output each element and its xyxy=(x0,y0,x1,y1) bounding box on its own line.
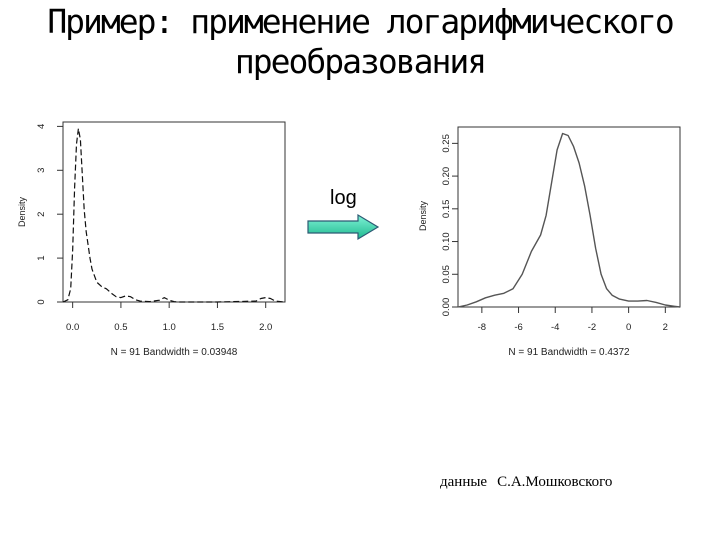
right-y-tick-label: 0.20 xyxy=(441,167,452,186)
left-x-tick-label: 0.5 xyxy=(114,322,127,333)
right-density-line xyxy=(457,132,681,308)
right-y-tick-label: 0.00 xyxy=(441,298,452,317)
left-x-tick-label: 1.5 xyxy=(211,322,224,333)
left-x-tick-label: 2.0 xyxy=(259,322,272,333)
left-y-axis-label: Density xyxy=(17,196,27,227)
left-density-line xyxy=(62,128,286,303)
left-y-ticks: 0 1 2 3 4 xyxy=(36,124,63,305)
left-chart-note: N = 91 Bandwidth = 0.03948 xyxy=(111,347,238,358)
right-chart-note: N = 91 Bandwidth = 0.4372 xyxy=(508,347,630,358)
arrow-label: log xyxy=(330,187,357,209)
left-x-tick-label: 1.0 xyxy=(163,322,176,333)
data-credit: данные С.А.Мошковского xyxy=(440,474,622,491)
left-density-chart: Density N = 91 Bandwidth = 0.03948 0.0 0.… xyxy=(17,121,286,358)
right-y-tick-label: 0.25 xyxy=(441,134,452,153)
right-y-ticks: 0.00 0.05 0.10 0.15 0.20 0.25 xyxy=(441,134,458,316)
right-x-tick-label: -4 xyxy=(551,322,559,333)
left-series xyxy=(62,128,286,303)
right-y-tick-label: 0.05 xyxy=(441,265,452,284)
right-y-tick-label: 0.15 xyxy=(441,200,452,219)
right-x-tick-label: -8 xyxy=(478,322,486,333)
slide-title-line1: Пример: применение логарифмического xyxy=(47,2,674,41)
left-x-ticks: 0.0 0.5 1.0 1.5 2.0 xyxy=(66,302,272,333)
right-x-tick-label: -2 xyxy=(588,322,596,333)
right-series xyxy=(457,132,681,308)
left-y-tick-label: 4 xyxy=(36,124,47,129)
left-x-tick-label: 0.0 xyxy=(66,322,79,333)
left-y-tick-label: 1 xyxy=(36,255,47,260)
right-x-tick-label: 2 xyxy=(663,322,668,333)
right-plot-frame xyxy=(457,126,681,308)
right-x-tick-label: 0 xyxy=(626,322,631,333)
right-x-ticks: -8 -6 -4 -2 0 2 xyxy=(478,307,668,333)
slide-title-line2: преобразования xyxy=(234,42,487,81)
right-x-tick-label: -6 xyxy=(514,322,522,333)
left-y-tick-label: 3 xyxy=(36,168,47,173)
arrow-icon xyxy=(307,213,380,241)
right-density-chart: Density N = 91 Bandwidth = 0.4372 -8 -6 -4… xyxy=(418,126,681,358)
left-y-tick-label: 0 xyxy=(36,299,47,304)
credit-author: С.А.Мошковского xyxy=(497,474,613,490)
left-plot-frame xyxy=(62,121,286,303)
right-y-axis-label: Density xyxy=(418,200,428,231)
left-y-tick-label: 2 xyxy=(36,212,47,217)
right-y-tick-label: 0.10 xyxy=(441,232,452,251)
credit-prefix: данные xyxy=(440,474,488,490)
transform-arrow xyxy=(307,213,380,241)
